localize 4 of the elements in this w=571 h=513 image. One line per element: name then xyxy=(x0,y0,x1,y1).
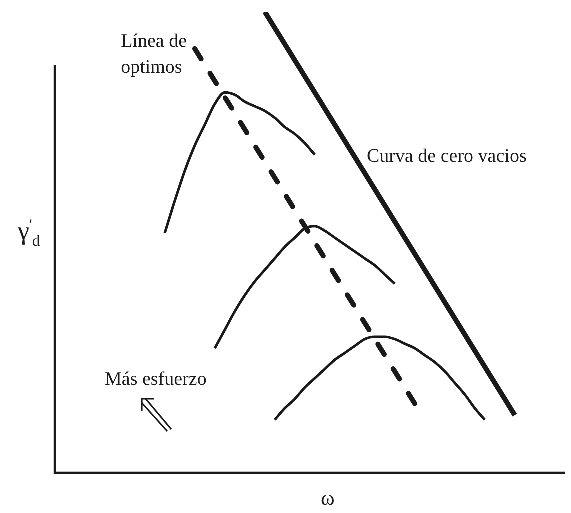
annotation: Más esfuerzo xyxy=(105,368,207,390)
x-axis-title: ω xyxy=(321,486,335,510)
series-label: Línea de optimos xyxy=(121,30,188,78)
series-label: Curva de cero vacios xyxy=(367,146,527,168)
